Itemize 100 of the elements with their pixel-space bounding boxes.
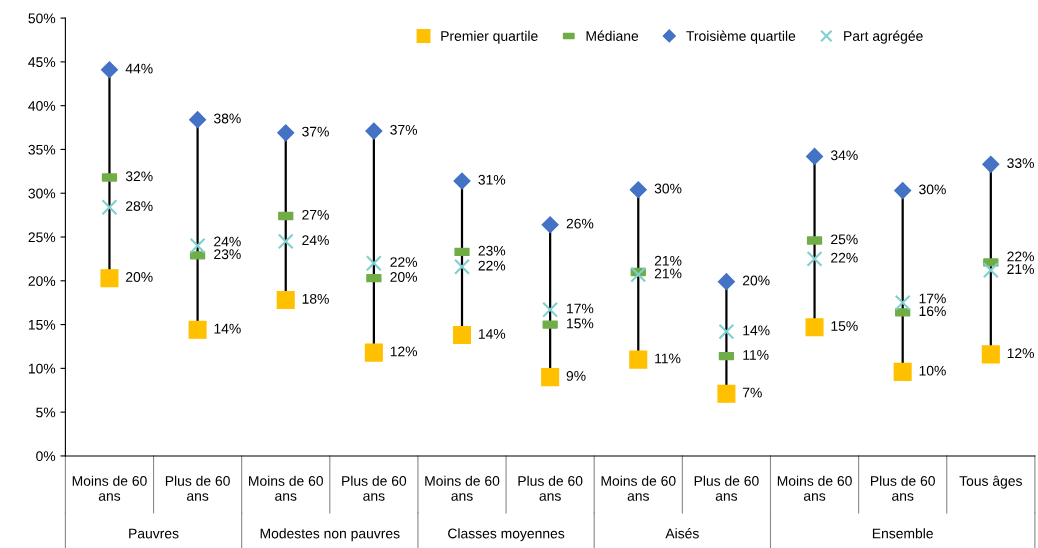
point — [982, 155, 1000, 173]
data-label: 21% — [654, 268, 682, 279]
data-label: 17% — [919, 293, 946, 304]
data-label: 14% — [214, 323, 241, 334]
point — [981, 345, 1000, 364]
data-label: 15% — [831, 321, 858, 331]
x-tick-label: Plus de 60 ans — [518, 475, 583, 501]
data-label: 11% — [655, 353, 681, 364]
y-tick-label: 20% — [28, 276, 56, 286]
y-tick-label: 15% — [28, 319, 56, 330]
point — [805, 318, 824, 337]
data-label: 21% — [654, 255, 682, 266]
data-label: 33% — [1007, 158, 1034, 169]
point — [893, 362, 912, 381]
data-label: 30% — [919, 184, 946, 195]
point — [629, 181, 647, 199]
data-label: 28% — [126, 201, 153, 211]
point — [189, 111, 207, 129]
x-tick-label: Moins de 60 ans — [249, 475, 324, 501]
y-tick-label: 5% — [36, 407, 56, 418]
y-tick-label: 45% — [28, 57, 56, 68]
x-tick-label: Moins de 60 ans — [777, 475, 852, 501]
data-label: 11% — [743, 350, 769, 360]
point — [365, 122, 383, 140]
data-label: 23% — [478, 245, 506, 256]
point — [277, 233, 294, 250]
text: Modestes non pauvres — [260, 528, 400, 542]
x-tick-label: Plus de 60 ans — [342, 475, 407, 501]
point — [541, 368, 560, 387]
data-label: 25% — [831, 234, 858, 245]
data-label: 14% — [478, 329, 506, 339]
data-label: 21% — [1007, 264, 1034, 274]
point — [189, 237, 206, 254]
point — [894, 182, 912, 200]
point — [101, 199, 118, 216]
point — [188, 320, 207, 339]
point — [364, 343, 383, 362]
data-label: 7% — [742, 387, 762, 398]
y-tick-label: 0% — [36, 451, 56, 462]
point — [452, 326, 472, 345]
point — [277, 124, 295, 142]
x-tick-label: Plus de 60 ans — [694, 475, 759, 501]
x-tick-label: Moins de 60 ans — [72, 475, 147, 501]
x-tick-label: Moins de 60 ans — [425, 475, 500, 501]
data-label: 32% — [125, 171, 153, 182]
data-label: 15% — [567, 318, 594, 329]
point — [630, 266, 647, 283]
data-label: 17% — [567, 303, 594, 314]
y-tick-label: 35% — [28, 144, 56, 155]
data-label: 24% — [302, 235, 329, 246]
x-tick-label: Tous âges — [959, 475, 1022, 489]
x-tick-label: Plus de 60 ans — [165, 475, 230, 501]
data-label: 20% — [126, 272, 153, 282]
point — [276, 291, 295, 310]
data-label: 27% — [302, 209, 329, 220]
point — [718, 323, 735, 340]
legend-label: Médiane — [586, 30, 639, 41]
data-label: 23% — [214, 249, 241, 260]
x-tick-label: Plus de 60 ans — [871, 475, 935, 501]
legend-label: Premier quartile — [441, 30, 538, 44]
text: Classes moyennes — [448, 528, 565, 542]
data-label: 37% — [302, 126, 329, 137]
data-label: 34% — [830, 150, 858, 161]
point — [806, 250, 823, 267]
data-label: 24% — [214, 236, 241, 247]
data-label: 38% — [213, 113, 241, 124]
data-label: 10% — [919, 365, 946, 376]
y-tick-label: 25% — [28, 232, 56, 243]
y-tick-label: 30% — [28, 188, 56, 199]
data-label: 14% — [743, 325, 770, 336]
data-label: 16% — [919, 306, 946, 317]
point — [805, 147, 824, 165]
data-label: 37% — [390, 124, 418, 135]
data-label: 9% — [566, 371, 586, 381]
data-label: 22% — [390, 257, 418, 267]
point — [454, 258, 470, 275]
point — [717, 384, 736, 403]
data-label: 12% — [1007, 348, 1034, 359]
point — [542, 301, 559, 318]
data-label: 22% — [831, 252, 858, 263]
legend-label: Troisième quartile — [686, 30, 796, 44]
point — [894, 294, 911, 311]
point — [365, 255, 382, 272]
point — [100, 269, 119, 288]
data-label: 26% — [566, 218, 594, 229]
point — [541, 216, 559, 234]
legend-label: Part agrégée — [844, 30, 923, 44]
text: Ensemble — [872, 528, 933, 539]
y-tick-label: 10% — [28, 363, 56, 374]
point — [100, 61, 119, 79]
data-label: 30% — [654, 183, 682, 194]
point — [982, 262, 999, 279]
data-label: 20% — [390, 272, 418, 282]
data-label: 44% — [125, 63, 153, 74]
y-tick-label: 40% — [28, 100, 56, 111]
data-label: 12% — [390, 346, 418, 357]
data-label: 18% — [302, 293, 329, 304]
point — [717, 273, 735, 291]
data-label: 22% — [1007, 251, 1034, 262]
point — [453, 172, 471, 190]
